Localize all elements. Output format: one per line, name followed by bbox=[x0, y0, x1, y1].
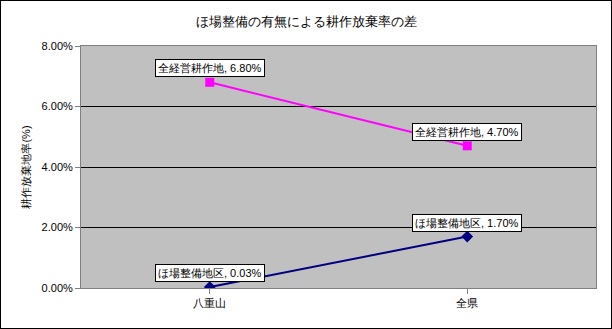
svg-text:八重山: 八重山 bbox=[193, 297, 226, 309]
svg-text:全経営耕作地, 6.80%: 全経営耕作地, 6.80% bbox=[158, 62, 262, 74]
svg-text:6.00%: 6.00% bbox=[42, 100, 73, 112]
svg-text:全経営耕作地, 4.70%: 全経営耕作地, 4.70% bbox=[415, 126, 519, 138]
svg-text:全県: 全県 bbox=[456, 297, 478, 309]
svg-text:0.00%: 0.00% bbox=[42, 282, 73, 294]
svg-text:ほ場整備地区, 0.03%: ほ場整備地区, 0.03% bbox=[158, 267, 262, 279]
svg-text:4.00%: 4.00% bbox=[42, 161, 73, 173]
svg-text:8.00%: 8.00% bbox=[42, 40, 73, 52]
svg-text:耕作放棄地率(%): 耕作放棄地率(%) bbox=[20, 125, 32, 208]
svg-text:ほ場整備の有無による耕作放棄率の差: ほ場整備の有無による耕作放棄率の差 bbox=[196, 14, 417, 29]
svg-text:2.00%: 2.00% bbox=[42, 221, 73, 233]
svg-text:ほ場整備地区, 1.70%: ほ場整備地区, 1.70% bbox=[415, 217, 519, 229]
